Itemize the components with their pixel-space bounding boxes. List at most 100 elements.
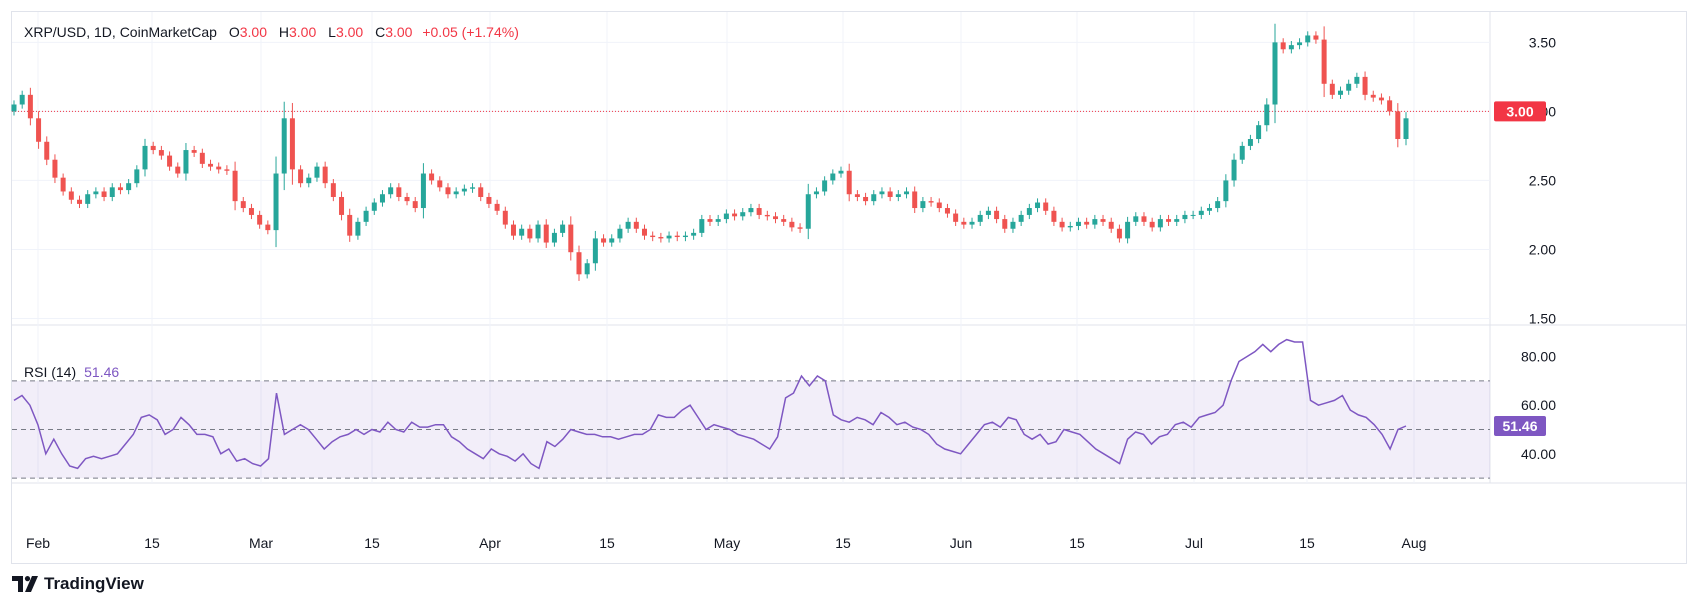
candle-body: [846, 170, 852, 195]
candle-body: [396, 187, 402, 197]
candle-body: [707, 219, 713, 222]
candle-body: [224, 169, 230, 171]
current-price-badge-label: 3.00: [1506, 103, 1533, 119]
axes: Feb 15 Mar 15 Apr 15 May 15 Jun 15 Jul 15 Aug 3.50 3.0…: [26, 34, 1556, 551]
candle-body: [355, 221, 361, 236]
candle-body: [797, 227, 803, 229]
x-tick-label: 15: [1299, 535, 1315, 551]
high-label: H: [278, 24, 289, 40]
candle-body: [1305, 35, 1311, 43]
candle-body: [1280, 42, 1286, 50]
candle-body: [576, 252, 582, 275]
candle-body: [756, 208, 762, 215]
candle-body: [248, 208, 254, 215]
candle-body: [1239, 145, 1245, 160]
candle-body: [363, 210, 369, 222]
candle-body: [1026, 208, 1032, 215]
candle-body: [1190, 214, 1196, 216]
candle-body: [1125, 221, 1131, 239]
grid: [12, 12, 1686, 484]
tradingview-logo-text: TradingView: [44, 574, 144, 593]
candle-body: [691, 232, 697, 236]
candle-body: [1321, 39, 1327, 84]
open-value: 3.00: [239, 24, 267, 40]
rsi-line: [13, 338, 1407, 470]
candle-body: [1182, 214, 1188, 220]
candle-body: [1108, 221, 1114, 229]
candle-body: [1329, 83, 1335, 95]
candle-body: [666, 235, 672, 239]
candle-body: [265, 224, 271, 231]
candle-body: [257, 214, 263, 225]
candle-body: [715, 219, 721, 222]
candle-body: [773, 216, 779, 220]
candle-body: [625, 221, 631, 229]
candle-body: [1354, 76, 1360, 84]
symbol-label: XRP/USD, 1D, CoinMarketCap: [24, 24, 217, 40]
candle-body: [633, 221, 639, 229]
candle-body: [1362, 76, 1368, 95]
candle-body: [183, 150, 189, 174]
candle-body: [584, 263, 590, 275]
candle-body: [609, 238, 615, 243]
candle-body: [126, 183, 132, 191]
high-value: 3.00: [289, 24, 317, 40]
candle-body: [1264, 104, 1270, 126]
candle-body: [601, 238, 607, 243]
candle-body: [1116, 228, 1122, 239]
candle-body: [101, 191, 107, 197]
candle-body: [1043, 202, 1049, 211]
candle-body: [789, 221, 795, 228]
candle-body: [11, 104, 17, 112]
candle-body: [347, 214, 353, 236]
candle-body: [158, 150, 164, 156]
candle-body: [478, 187, 484, 197]
candle-body: [1002, 219, 1008, 229]
candle-body: [830, 173, 836, 181]
candle-body: [1223, 180, 1229, 202]
candle-body: [1133, 216, 1139, 222]
candle-body: [1174, 219, 1180, 222]
candle-body: [199, 152, 205, 164]
rsi-current-badge-label: 51.46: [1502, 418, 1537, 434]
candle-body: [379, 194, 385, 203]
candle-body: [412, 201, 418, 209]
candle-body: [453, 191, 459, 195]
candle-body: [535, 224, 541, 239]
candlesticks: [11, 23, 1409, 281]
candle-body: [887, 191, 893, 197]
candle-body: [502, 210, 508, 225]
x-tick-label: Jun: [950, 535, 973, 551]
candle-body: [732, 213, 738, 217]
x-tick-label: 15: [364, 535, 380, 551]
candle-body: [44, 141, 50, 160]
candle-body: [1337, 90, 1343, 95]
candle-body: [519, 228, 525, 236]
candle-body: [298, 169, 304, 184]
candle-body: [740, 212, 746, 217]
candle-body: [175, 166, 181, 174]
x-tick-label: Jul: [1185, 535, 1203, 551]
candle-body: [1100, 219, 1106, 222]
candle-body: [551, 232, 557, 243]
candle-body: [1313, 35, 1319, 40]
y-tick-label: 2.00: [1529, 241, 1556, 257]
rsi-label: RSI (14): [24, 364, 77, 380]
candle-body: [486, 196, 492, 204]
candle-body: [699, 219, 705, 233]
tradingview-logo[interactable]: TradingView: [12, 574, 144, 594]
candle-body: [109, 187, 115, 197]
candle-body: [429, 173, 435, 181]
candle-body: [281, 118, 287, 174]
candle-body: [314, 166, 320, 178]
candle-body: [77, 199, 83, 204]
close-value: 3.00: [385, 24, 413, 40]
close-label: C: [375, 24, 386, 40]
candle-body: [781, 219, 787, 222]
candle-body: [306, 177, 312, 184]
candle-body: [322, 166, 328, 184]
x-tick-label: Aug: [1402, 535, 1427, 551]
x-tick-label: Mar: [249, 535, 273, 551]
candle-body: [543, 224, 549, 243]
x-tick-label: 15: [144, 535, 160, 551]
